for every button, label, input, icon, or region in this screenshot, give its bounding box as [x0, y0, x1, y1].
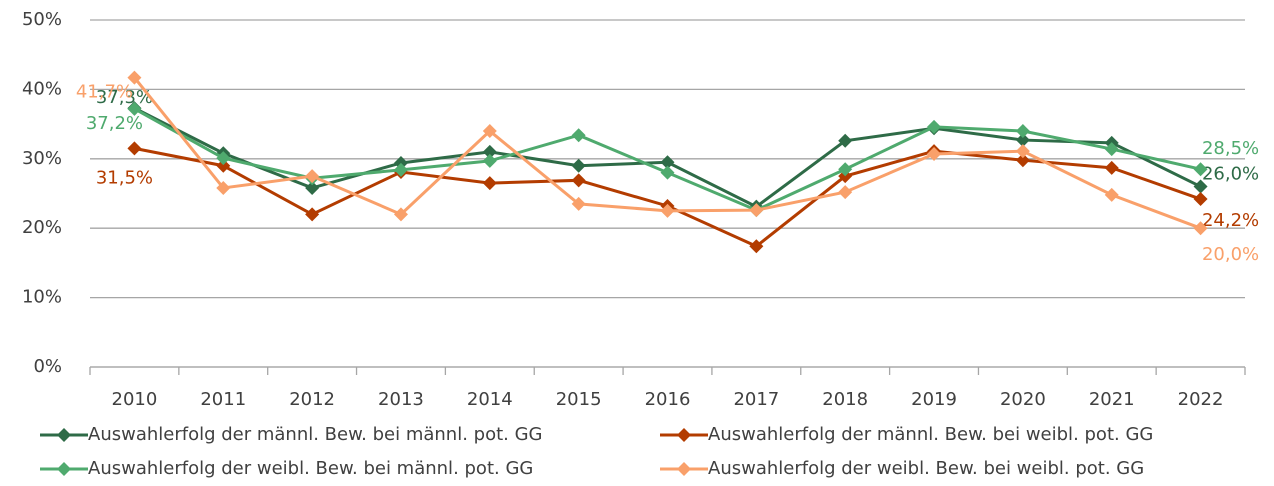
x-tick-label: 2020: [1000, 389, 1046, 410]
data-label: 20,0%: [1202, 244, 1259, 265]
x-tick-label: 2021: [1089, 389, 1135, 410]
marker: [571, 158, 586, 173]
marker: [660, 165, 675, 180]
marker: [927, 146, 942, 161]
marker: [482, 124, 497, 139]
marker: [660, 155, 675, 170]
data-label: 31,5%: [96, 167, 153, 188]
marker: [216, 151, 231, 166]
x-tick-label: 2012: [289, 389, 335, 410]
marker: [927, 119, 942, 134]
marker: [393, 207, 408, 222]
marker: [1015, 124, 1030, 139]
marker: [660, 203, 675, 218]
marker: [749, 239, 764, 254]
marker: [482, 153, 497, 168]
legend-label: Auswahlerfolg der männl. Bew. bei weibl.…: [708, 424, 1153, 445]
x-tick-label: 2018: [822, 389, 868, 410]
legend-marker: [677, 428, 691, 442]
marker: [1193, 221, 1208, 236]
data-label: 28,5%: [1202, 138, 1259, 159]
marker: [216, 158, 231, 173]
marker: [127, 101, 142, 116]
legend-label: Auswahlerfolg der weibl. Bew. bei weibl.…: [708, 458, 1144, 479]
marker: [393, 162, 408, 177]
y-tick-label: 10%: [22, 287, 62, 308]
data-label: 41,7%: [76, 82, 133, 103]
x-tick-label: 2022: [1178, 389, 1224, 410]
marker: [127, 70, 142, 85]
marker: [127, 141, 142, 156]
marker: [1015, 144, 1030, 159]
marker: [1104, 187, 1119, 202]
marker: [482, 144, 497, 159]
x-tick-label: 2013: [378, 389, 424, 410]
legend-marker: [677, 462, 691, 476]
marker: [1015, 153, 1030, 168]
marker: [571, 196, 586, 211]
y-tick-label: 20%: [22, 217, 62, 238]
marker: [838, 185, 853, 200]
marker: [1193, 192, 1208, 207]
marker: [1104, 142, 1119, 157]
y-tick-label: 0%: [33, 356, 62, 377]
x-tick-label: 2011: [200, 389, 246, 410]
data-label: 37,3%: [96, 87, 153, 108]
marker: [1104, 160, 1119, 175]
y-tick-label: 50%: [22, 9, 62, 30]
marker: [305, 207, 320, 222]
data-label: 37,2%: [86, 113, 143, 134]
legend-marker: [57, 428, 71, 442]
marker: [1193, 162, 1208, 177]
x-tick-label: 2010: [112, 389, 158, 410]
data-label: 26,0%: [1202, 164, 1259, 185]
data-label: 24,2%: [1202, 210, 1259, 231]
marker: [1193, 179, 1208, 194]
marker: [838, 162, 853, 177]
marker: [305, 169, 320, 184]
y-tick-label: 30%: [22, 148, 62, 169]
x-tick-label: 2017: [733, 389, 779, 410]
x-tick-label: 2016: [645, 389, 691, 410]
marker: [216, 180, 231, 195]
marker: [571, 128, 586, 143]
marker: [482, 176, 497, 191]
y-tick-label: 40%: [22, 78, 62, 99]
marker: [749, 203, 764, 218]
legend-label: Auswahlerfolg der männl. Bew. bei männl.…: [88, 424, 543, 445]
x-tick-label: 2014: [467, 389, 513, 410]
legend-label: Auswahlerfolg der weibl. Bew. bei männl.…: [88, 458, 533, 479]
x-tick-label: 2019: [911, 389, 957, 410]
marker: [571, 173, 586, 188]
marker: [838, 133, 853, 148]
marker: [1015, 133, 1030, 148]
marker: [305, 180, 320, 195]
legend-marker: [57, 462, 71, 476]
x-tick-label: 2015: [556, 389, 602, 410]
